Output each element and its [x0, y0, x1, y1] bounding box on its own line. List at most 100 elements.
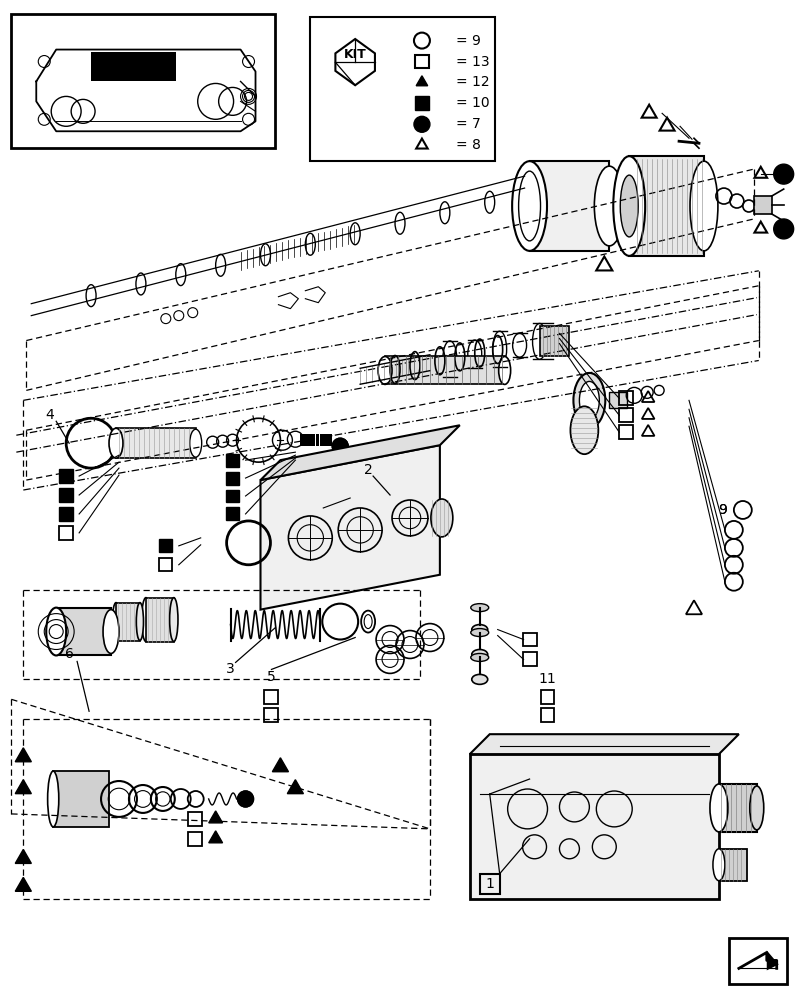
Ellipse shape — [431, 499, 452, 537]
Ellipse shape — [46, 608, 66, 655]
Polygon shape — [15, 849, 32, 863]
Ellipse shape — [48, 771, 59, 827]
Bar — [480, 874, 499, 894]
Ellipse shape — [137, 603, 144, 641]
Polygon shape — [91, 52, 176, 81]
Polygon shape — [767, 950, 779, 970]
Polygon shape — [335, 39, 375, 85]
Bar — [316, 434, 319, 446]
Ellipse shape — [574, 373, 605, 428]
Ellipse shape — [190, 429, 202, 457]
Bar — [159, 539, 172, 552]
Bar — [619, 408, 633, 422]
Ellipse shape — [512, 161, 547, 251]
Ellipse shape — [471, 629, 489, 637]
Bar — [11, 14, 276, 148]
Bar — [116, 603, 140, 641]
Bar — [146, 598, 174, 642]
Polygon shape — [469, 734, 739, 754]
Ellipse shape — [472, 625, 488, 635]
Text: KIT: KIT — [343, 48, 367, 61]
Bar — [310, 17, 494, 161]
Ellipse shape — [499, 356, 511, 384]
Ellipse shape — [471, 653, 489, 661]
Bar — [116, 428, 196, 458]
Bar — [264, 708, 279, 722]
Ellipse shape — [378, 356, 392, 384]
Text: 1: 1 — [486, 877, 494, 891]
Ellipse shape — [579, 381, 600, 419]
Ellipse shape — [713, 849, 725, 881]
Bar — [469, 754, 719, 899]
Ellipse shape — [472, 649, 488, 659]
Ellipse shape — [621, 175, 638, 237]
Text: 4: 4 — [45, 408, 53, 422]
Bar — [53, 771, 109, 827]
Bar — [226, 507, 239, 520]
Bar — [541, 690, 554, 704]
Bar — [226, 472, 239, 485]
Ellipse shape — [364, 615, 372, 629]
Text: 6: 6 — [65, 647, 74, 661]
Bar — [226, 454, 239, 467]
Text: 2: 2 — [364, 463, 372, 477]
Bar — [523, 652, 537, 666]
Bar — [619, 425, 633, 439]
Ellipse shape — [690, 161, 718, 251]
Bar — [264, 690, 279, 704]
Ellipse shape — [613, 156, 645, 256]
Polygon shape — [208, 811, 222, 823]
Bar — [59, 469, 74, 483]
Text: = 8: = 8 — [456, 138, 481, 152]
Bar — [301, 434, 315, 446]
Text: = 9: = 9 — [456, 34, 481, 48]
Bar — [719, 849, 747, 881]
Polygon shape — [416, 76, 427, 86]
Ellipse shape — [750, 786, 764, 830]
Bar — [385, 356, 505, 384]
Bar — [619, 391, 633, 405]
Ellipse shape — [595, 166, 625, 246]
Bar — [719, 784, 757, 832]
Bar — [59, 526, 74, 540]
Circle shape — [332, 438, 348, 454]
Bar — [187, 812, 202, 826]
Text: 9: 9 — [718, 503, 727, 517]
Circle shape — [774, 219, 793, 239]
Bar — [320, 434, 332, 446]
Text: 9: 9 — [718, 503, 727, 517]
Bar — [629, 156, 704, 256]
Bar — [226, 490, 239, 502]
Bar — [523, 633, 537, 646]
Ellipse shape — [710, 784, 728, 832]
Bar — [729, 938, 787, 984]
Bar — [59, 488, 74, 502]
Polygon shape — [208, 831, 222, 843]
Text: = 7: = 7 — [456, 117, 481, 131]
Text: = 10: = 10 — [456, 96, 490, 110]
Bar — [754, 196, 772, 214]
Ellipse shape — [170, 598, 178, 642]
Bar — [541, 708, 554, 722]
Polygon shape — [15, 748, 32, 762]
Ellipse shape — [109, 428, 123, 458]
Polygon shape — [260, 425, 460, 480]
Ellipse shape — [141, 598, 150, 642]
Text: 11: 11 — [539, 672, 557, 686]
Text: = 13: = 13 — [456, 55, 490, 69]
Bar — [529, 161, 609, 251]
Polygon shape — [288, 780, 304, 794]
Ellipse shape — [103, 610, 119, 653]
Bar — [159, 558, 172, 571]
Bar — [415, 96, 429, 110]
Ellipse shape — [570, 406, 599, 454]
Polygon shape — [15, 780, 32, 794]
Ellipse shape — [471, 604, 489, 612]
Bar — [57, 608, 111, 655]
Polygon shape — [15, 877, 32, 891]
Bar — [303, 501, 318, 515]
Ellipse shape — [472, 674, 488, 684]
Text: 5: 5 — [267, 670, 276, 684]
Bar — [187, 832, 202, 846]
Bar — [609, 392, 627, 408]
